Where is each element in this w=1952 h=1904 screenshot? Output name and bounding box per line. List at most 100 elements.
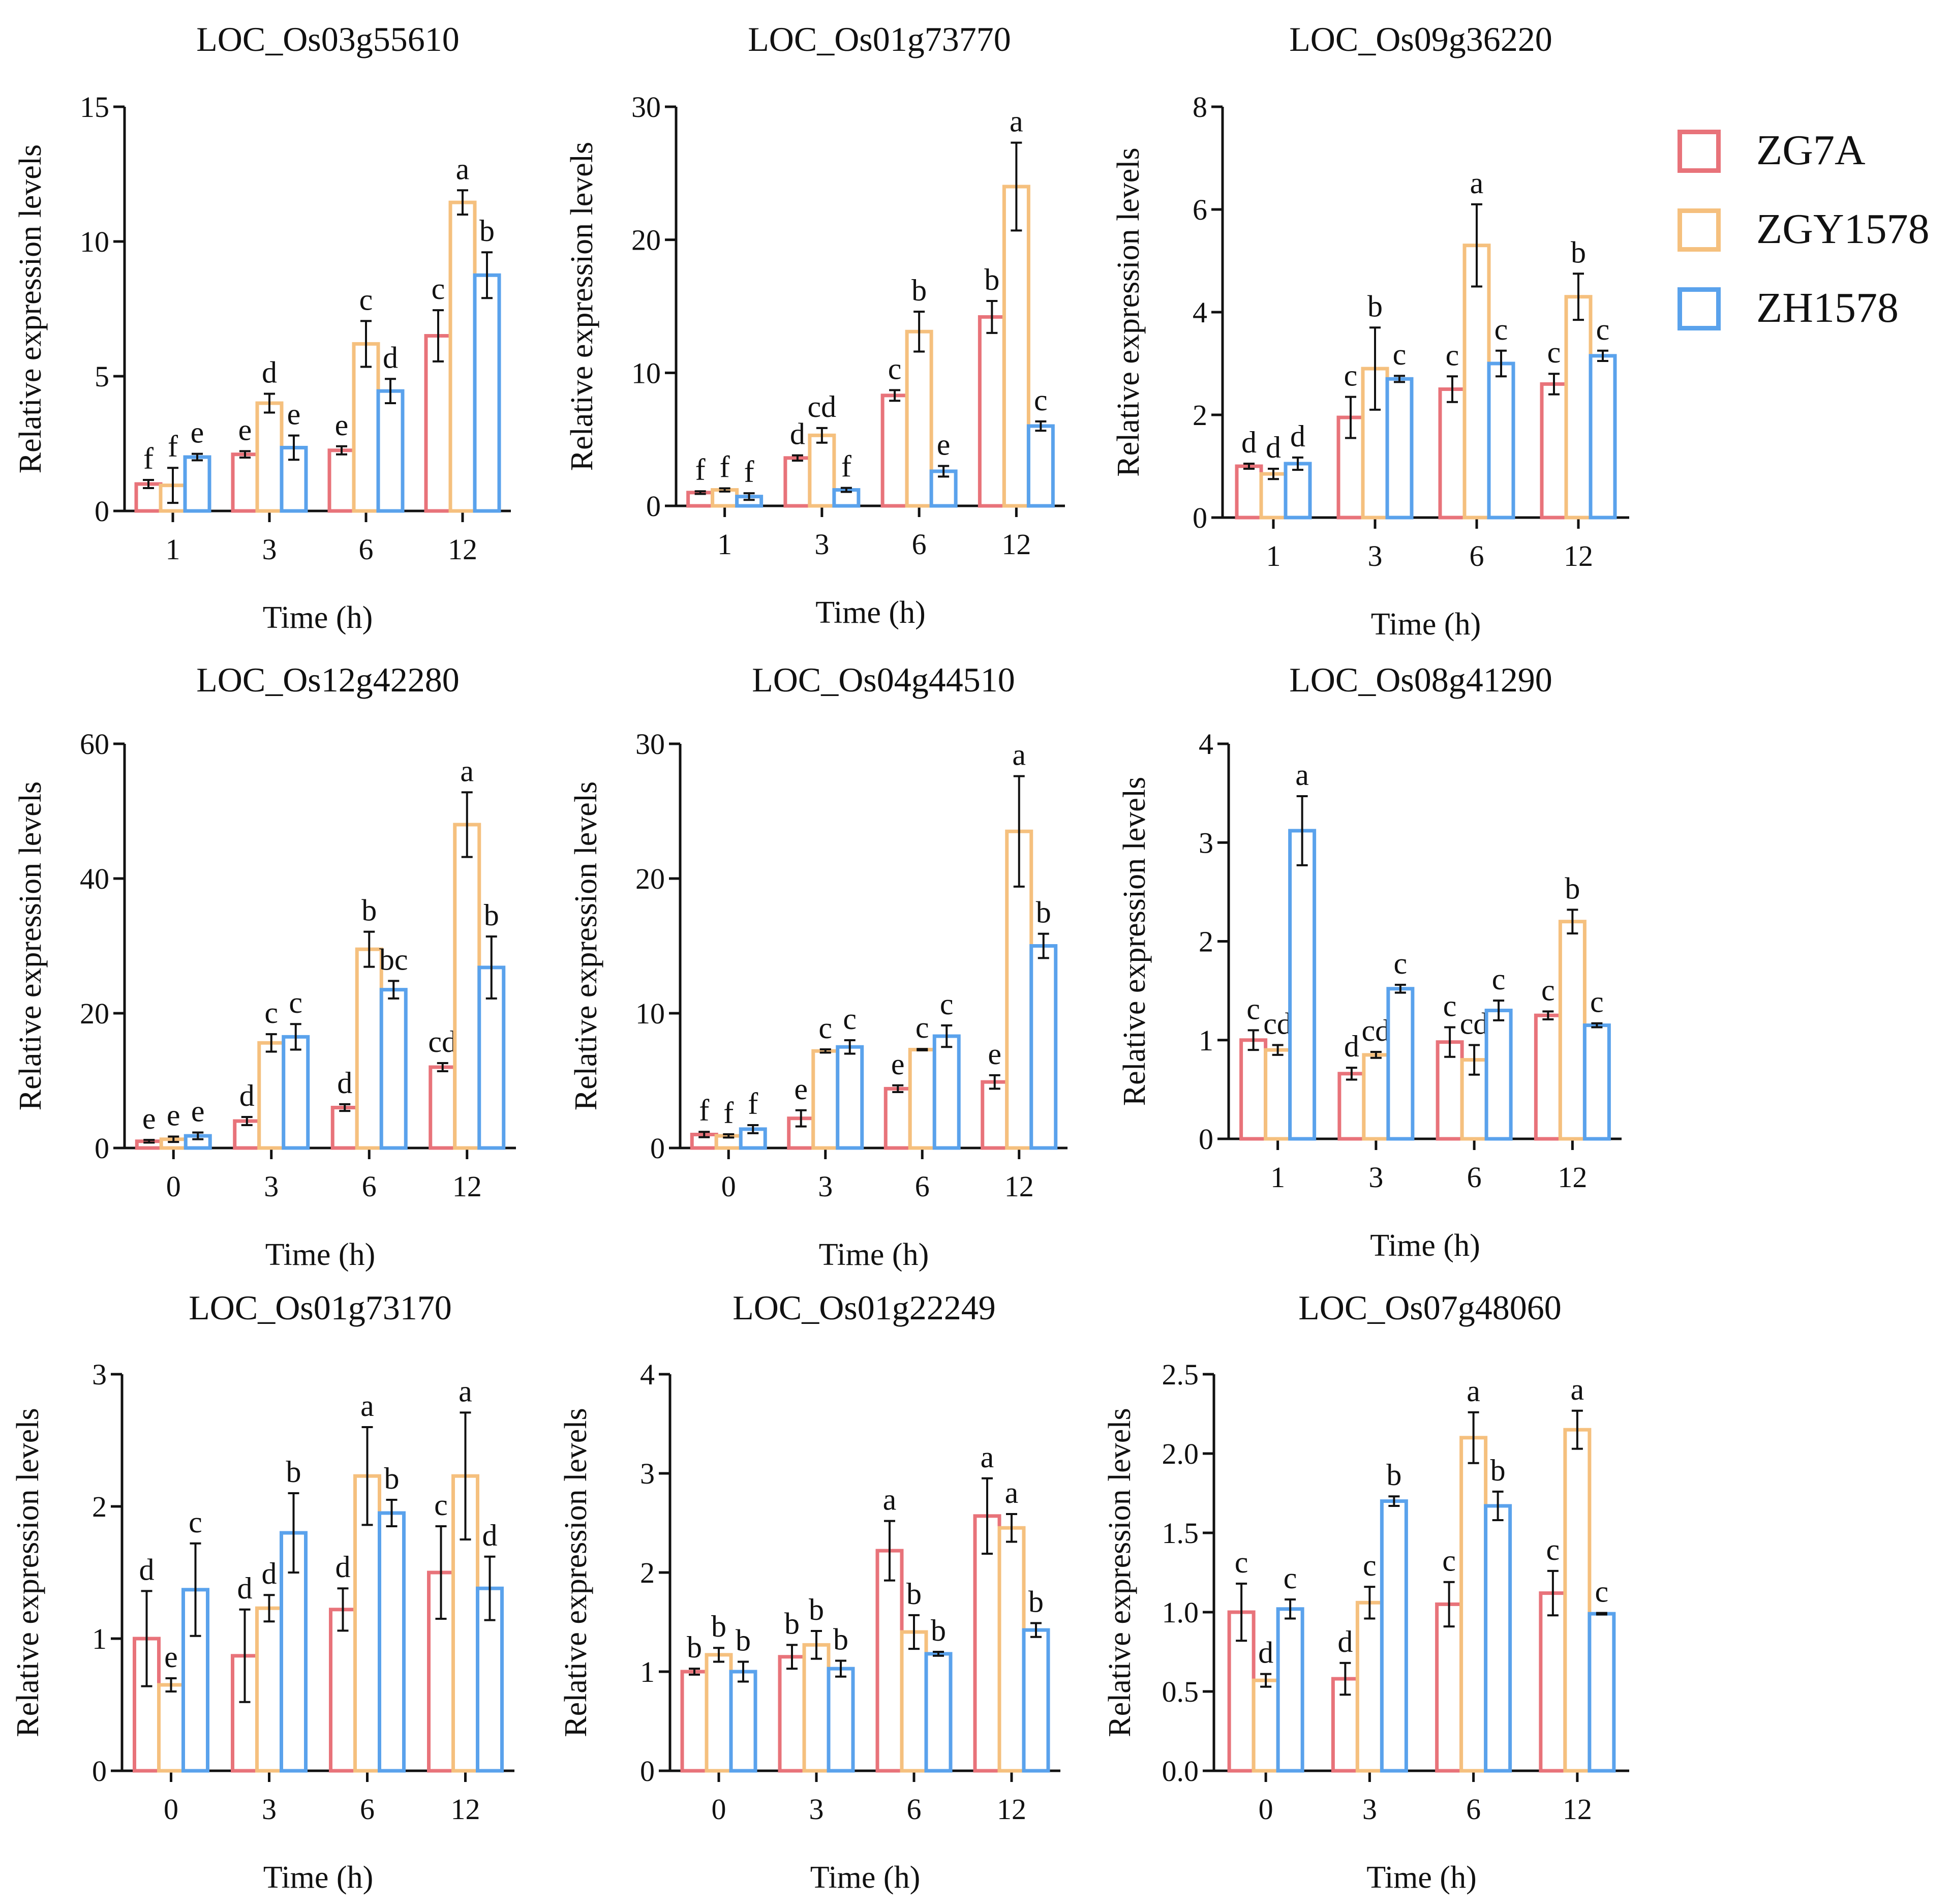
x-tick-label: 3 bbox=[809, 1793, 824, 1826]
y-tick-label: 2 bbox=[92, 1490, 107, 1523]
bar-ZGY1578-6 bbox=[353, 1474, 381, 1773]
bar-ZG7A-6 bbox=[330, 1106, 359, 1150]
y-tick-label: 0 bbox=[646, 490, 661, 523]
significance-letter: f bbox=[748, 1087, 758, 1121]
legend-label-zg7a: ZG7A bbox=[1756, 127, 1866, 174]
bar-ZH1578-12 bbox=[473, 273, 501, 513]
significance-letter: b bbox=[833, 1623, 848, 1656]
bar-ZG7A-3 bbox=[783, 456, 812, 508]
significance-letter: b bbox=[984, 263, 999, 296]
y-tick-label: 0.5 bbox=[1162, 1675, 1199, 1708]
bar-ZGY1578-12 bbox=[997, 1526, 1026, 1773]
bar-ZGY1578-0 bbox=[157, 1683, 185, 1773]
chart-LOC_Os07g48060: LOC_Os07g48060 0.0 0.5 1.0 1.5 2.0 2.5 Relative… bbox=[1103, 1288, 1629, 1895]
significance-letter: c bbox=[1547, 336, 1561, 369]
bar-ZH1578-3 bbox=[1386, 987, 1415, 1141]
bar-ZGY1578-6 bbox=[905, 329, 933, 508]
x-tick-label: 3 bbox=[264, 1170, 279, 1203]
bar-ZH1578-6 bbox=[376, 389, 405, 513]
x-axis-label: Time (h) bbox=[1371, 607, 1481, 642]
significance-letter: c bbox=[189, 1505, 202, 1539]
y-tick-label: 3 bbox=[92, 1358, 107, 1391]
x-axis-label: Time (h) bbox=[1366, 1860, 1476, 1895]
bar-ZH1578-3 bbox=[1380, 1499, 1408, 1773]
significance-letter: b bbox=[931, 1614, 946, 1647]
significance-letter: b bbox=[809, 1593, 824, 1626]
bar-ZH1578-3 bbox=[282, 1035, 310, 1150]
significance-letter: a bbox=[456, 152, 470, 186]
bar-ZH1578-12 bbox=[1022, 1628, 1050, 1773]
x-tick-label: 6 bbox=[1467, 1161, 1482, 1194]
y-tick-label: 20 bbox=[631, 224, 661, 257]
bar-ZG7A-1 bbox=[1235, 464, 1263, 520]
significance-letter: d bbox=[1344, 1030, 1359, 1063]
x-tick-label: 12 bbox=[1558, 1161, 1587, 1194]
significance-letter: c bbox=[1393, 338, 1407, 371]
bar-ZH1578-12 bbox=[1589, 354, 1617, 520]
bar-ZG7A-0 bbox=[680, 1670, 709, 1773]
bar-ZGY1578-12 bbox=[1002, 185, 1030, 508]
significance-letter: a bbox=[459, 1374, 472, 1408]
legend-swatch-zh1578 bbox=[1678, 287, 1721, 330]
x-tick-label: 0 bbox=[721, 1170, 736, 1203]
bar-ZH1578-12 bbox=[1029, 944, 1058, 1150]
bar-ZH1578-3 bbox=[1385, 377, 1414, 520]
x-tick-label: 6 bbox=[915, 1170, 930, 1203]
x-tick-label: 0 bbox=[1259, 1793, 1273, 1826]
significance-letter: e bbox=[164, 1640, 178, 1674]
significance-letter: b bbox=[1036, 896, 1051, 929]
x-tick-label: 6 bbox=[362, 1170, 377, 1203]
significance-letter: d bbox=[337, 1066, 352, 1100]
bar-ZG7A-12 bbox=[978, 315, 1006, 508]
significance-letter: d bbox=[336, 1550, 351, 1584]
x-tick-label: 6 bbox=[1470, 539, 1484, 572]
legend-item-zh1578: ZH1578 bbox=[1678, 284, 1942, 343]
bar-ZH1578-6 bbox=[1484, 1504, 1512, 1773]
bar-ZH1578-0 bbox=[729, 1670, 757, 1773]
bar-ZG7A-6 bbox=[327, 448, 356, 513]
legend-swatch-zgy1578 bbox=[1678, 208, 1721, 252]
significance-letter: b bbox=[1571, 235, 1586, 269]
x-tick-label: 6 bbox=[907, 1793, 922, 1826]
bar-ZGY1578-12 bbox=[1558, 920, 1587, 1141]
bar-ZH1578-6 bbox=[1487, 361, 1515, 520]
bar-ZH1578-6 bbox=[924, 1652, 953, 1773]
significance-letter: c bbox=[1034, 383, 1048, 417]
significance-letter: c bbox=[1344, 359, 1358, 392]
x-tick-label: 6 bbox=[360, 1793, 375, 1826]
significance-letter: c bbox=[1246, 992, 1260, 1025]
bar-ZGY1578-12 bbox=[453, 823, 481, 1150]
y-axis-label: Relative expression levels bbox=[1111, 147, 1146, 476]
y-axis-label: Relative expression levels bbox=[569, 781, 603, 1110]
y-tick-label: 2 bbox=[640, 1556, 655, 1589]
significance-letter: c bbox=[818, 1011, 832, 1045]
significance-letter: d bbox=[482, 1519, 498, 1552]
significance-letter: a bbox=[1010, 105, 1023, 138]
significance-letter: e bbox=[142, 1102, 156, 1135]
significance-letter: a bbox=[1295, 758, 1309, 792]
chart-title: LOC_Os07g48060 bbox=[1298, 1288, 1562, 1327]
x-tick-label: 6 bbox=[1466, 1793, 1481, 1826]
y-tick-label: 20 bbox=[635, 862, 665, 895]
significance-letter: cd bbox=[1460, 1007, 1489, 1040]
bar-ZGY1578-6 bbox=[1459, 1436, 1488, 1773]
y-tick-label: 40 bbox=[80, 862, 109, 895]
significance-letter: c bbox=[888, 352, 902, 385]
y-axis-label: Relative expression levels bbox=[13, 144, 48, 473]
bar-ZH1578-3 bbox=[836, 1045, 864, 1150]
y-tick-label: 0 bbox=[92, 1755, 107, 1788]
y-tick-label: 0 bbox=[640, 1755, 655, 1788]
y-axis-label: Relative expression levels bbox=[1103, 1408, 1137, 1737]
x-tick-label: 12 bbox=[451, 1793, 480, 1826]
legend-swatch-zg7a bbox=[1678, 130, 1721, 173]
y-tick-label: 5 bbox=[95, 360, 109, 393]
bar-ZGY1578-12 bbox=[1563, 1428, 1592, 1773]
bar-ZH1578-3 bbox=[827, 1667, 855, 1773]
significance-letter: c bbox=[1284, 1561, 1297, 1595]
y-tick-label: 1.0 bbox=[1162, 1596, 1199, 1629]
significance-letter: c bbox=[1363, 1549, 1377, 1582]
x-tick-label: 3 bbox=[814, 528, 829, 561]
